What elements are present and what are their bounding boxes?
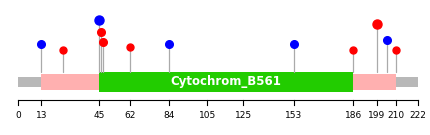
Bar [99, 72, 353, 92]
Text: 84: 84 [164, 111, 175, 119]
Text: 186: 186 [344, 111, 362, 119]
Text: 45: 45 [93, 111, 105, 119]
Bar [41, 74, 99, 90]
Text: Cytochrom_B561: Cytochrom_B561 [171, 75, 282, 89]
Text: 153: 153 [285, 111, 302, 119]
Text: 62: 62 [124, 111, 135, 119]
Text: 210: 210 [388, 111, 405, 119]
Text: 13: 13 [36, 111, 47, 119]
Bar [18, 77, 418, 87]
Text: 0: 0 [15, 111, 21, 119]
Bar [353, 74, 396, 90]
Text: 125: 125 [235, 111, 252, 119]
Text: 222: 222 [409, 111, 427, 119]
Text: 199: 199 [368, 111, 385, 119]
Text: 105: 105 [199, 111, 216, 119]
